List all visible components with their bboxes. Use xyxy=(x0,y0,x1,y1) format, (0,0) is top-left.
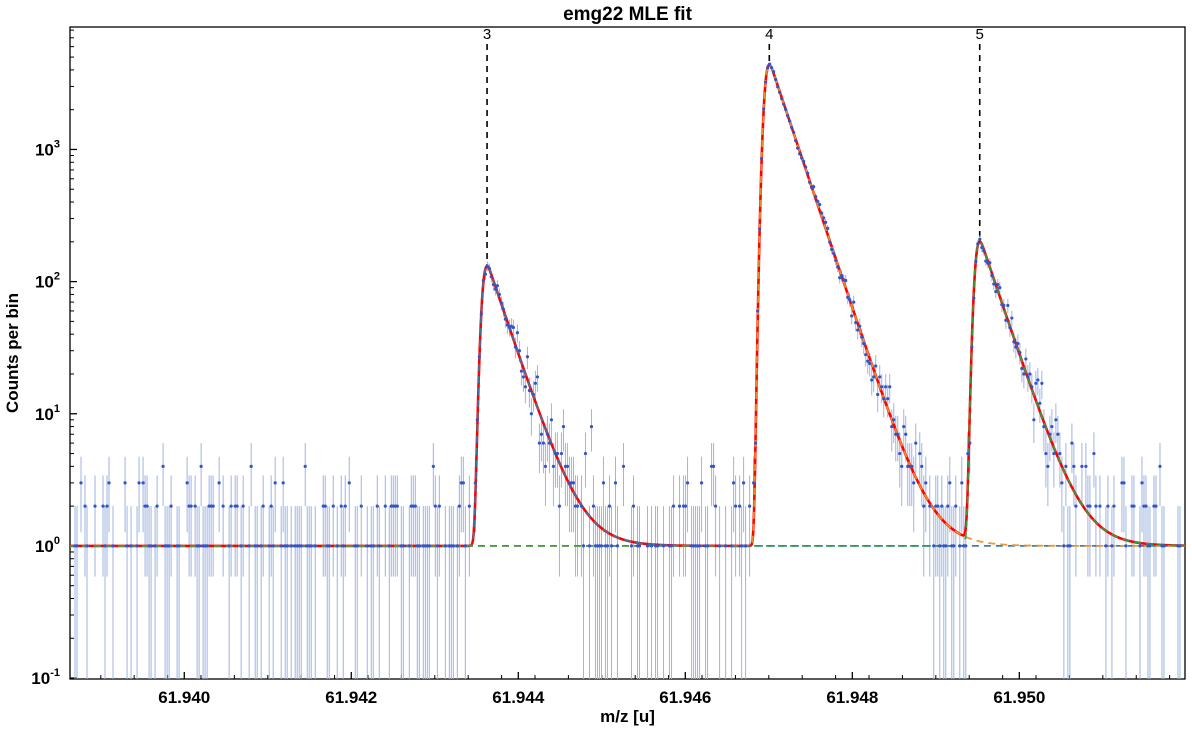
svg-text:101: 101 xyxy=(35,403,60,424)
svg-text:emg22 MLE fit: emg22 MLE fit xyxy=(563,4,692,25)
svg-text:61.944: 61.944 xyxy=(492,688,545,707)
svg-text:103: 103 xyxy=(35,138,60,159)
svg-text:61.946: 61.946 xyxy=(659,688,711,707)
svg-text:61.948: 61.948 xyxy=(826,688,878,707)
svg-text:61.942: 61.942 xyxy=(325,688,377,707)
svg-text:3: 3 xyxy=(483,26,491,43)
svg-text:61.950: 61.950 xyxy=(993,688,1045,707)
svg-text:m/z [u]: m/z [u] xyxy=(600,707,655,726)
svg-text:61.940: 61.940 xyxy=(158,688,210,707)
svg-text:5: 5 xyxy=(976,26,984,43)
svg-text:100: 100 xyxy=(35,535,60,556)
svg-text:Counts per bin: Counts per bin xyxy=(3,293,22,413)
svg-text:4: 4 xyxy=(765,26,773,43)
svg-text:10-1: 10-1 xyxy=(31,667,60,688)
svg-text:102: 102 xyxy=(35,271,60,292)
